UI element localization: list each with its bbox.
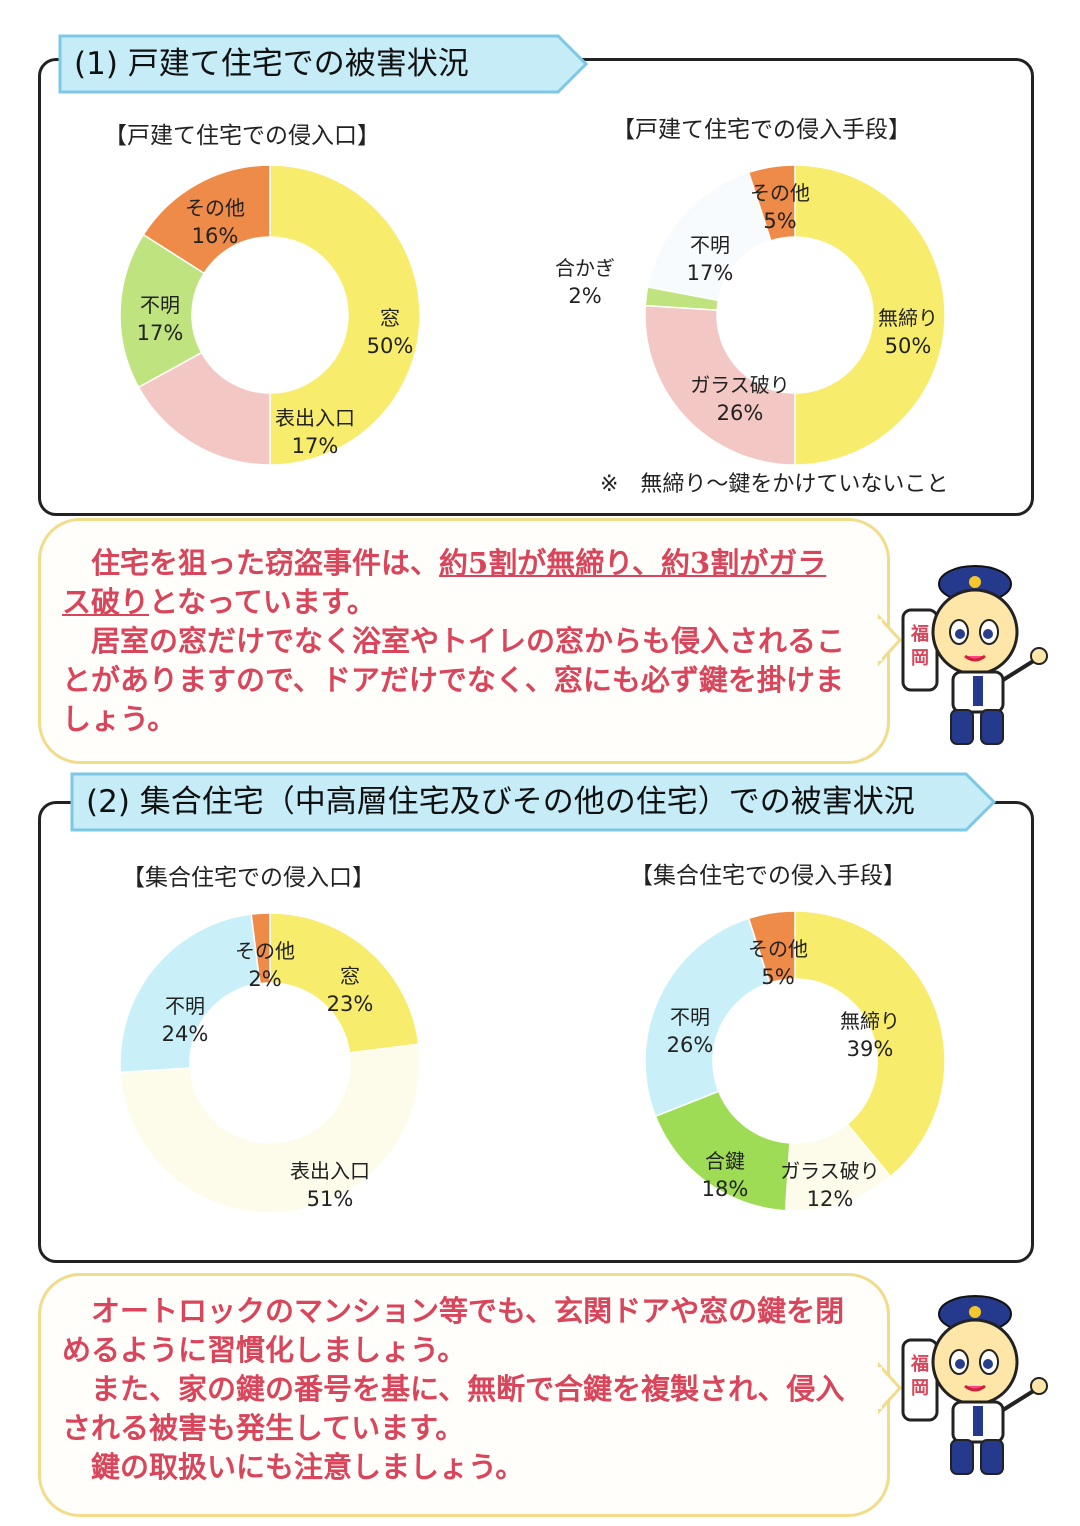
bubble-tail	[878, 613, 902, 667]
slice-name-label: その他	[235, 939, 295, 963]
mascot-sign-char-2: 岡	[911, 1378, 929, 1399]
slice-value-label: 23%	[327, 992, 374, 1016]
donut-chart-1: 窓 50% 表出入口 17% 不明 17% その他 16%	[119, 164, 421, 466]
message-2: オートロックのマンション等でも、玄関ドアや窓の鍵を閉めるように習慣化しましょう。…	[62, 1292, 858, 1487]
police-mascot-illustration: 福 岡	[901, 1295, 1048, 1475]
mascot-sign-char-2: 岡	[911, 648, 929, 669]
slice-name-label: 不明	[165, 994, 205, 1018]
slice-value-label: 16%	[192, 224, 239, 248]
slice-value-label: 50%	[885, 334, 932, 358]
police-mascot-illustration: 福 岡	[901, 565, 1048, 745]
slice-name-label: その他	[750, 181, 810, 205]
donut-chart-3: 窓 23% 表出入口 51% 不明 24% その他 2%	[119, 912, 421, 1214]
slice-value-label: 17%	[292, 434, 339, 458]
donut-slice	[250, 912, 271, 985]
slice-name-label: 不明	[670, 1005, 710, 1029]
slice-value-label: 50%	[367, 334, 414, 358]
bubble-tail	[878, 1361, 902, 1415]
slice-value-label: 26%	[667, 1033, 714, 1057]
section-2-heading: (2) 集合住宅（中高層住宅及びその他の住宅）での被害状況	[86, 784, 915, 820]
message-bubble-1	[38, 518, 890, 764]
chart-4-title: 【集合住宅での侵入手段】	[630, 863, 906, 889]
donut-slice	[747, 910, 796, 984]
section-1-heading-tab: (1) 戸建て住宅での被害状況	[58, 34, 588, 94]
slice-value-label: 12%	[807, 1187, 854, 1211]
slice-value-label: 2%	[568, 284, 601, 308]
message-bubble-2	[38, 1273, 890, 1517]
donut-slice	[794, 910, 946, 1178]
slice-value-label: 26%	[717, 401, 764, 425]
donut-slice	[269, 164, 421, 466]
heading-tab-shape	[70, 772, 996, 832]
message-2-text-1: オートロックのマンション等でも、玄関ドアや窓の鍵を閉めるように習慣化しましょう。	[62, 1294, 845, 1367]
donut-slice	[794, 164, 946, 466]
mascot-sign-char-1: 福	[910, 623, 929, 645]
chart-2-title: 【戸建て住宅での侵入手段】	[612, 117, 911, 143]
message-1-highlight: 約5割が無締り、約3割がガラス破り	[62, 546, 827, 619]
slice-name-label: 窓	[340, 964, 360, 988]
donut-slice	[119, 913, 261, 1074]
slice-value-label: 17%	[687, 261, 734, 285]
donut-slice	[269, 912, 420, 1054]
message-2-text-2: また、家の鍵の番号を基に、無断で合鍵を複製され、侵入される被害も発生しています。	[62, 1372, 845, 1445]
donut-slice	[644, 304, 796, 466]
slice-value-label: 18%	[702, 1177, 749, 1201]
donut-slice	[119, 1043, 421, 1214]
slice-name-label: 表出入口	[275, 406, 355, 430]
slice-value-label: 5%	[763, 209, 796, 233]
message-1: 住宅を狙った窃盗事件は、約5割が無締り、約3割がガラス破りとなっています。 居室…	[62, 544, 852, 739]
slice-name-label: ガラス破り	[780, 1159, 880, 1183]
slice-value-label: 5%	[761, 965, 794, 989]
slice-name-label: 不明	[140, 293, 180, 317]
message-1-text-c: となっています。	[149, 585, 376, 619]
slice-name-label: 合鍵	[705, 1149, 745, 1173]
donut-slice	[747, 164, 796, 242]
slice-name-label: 不明	[690, 233, 730, 257]
message-2-text-3: 鍵の取扱いにも注意しましょう。	[91, 1450, 525, 1484]
section-1-heading: (1) 戸建て住宅での被害状況	[74, 46, 469, 82]
slice-value-label: 17%	[137, 321, 184, 345]
chart-1-title: 【戸建て住宅での侵入口】	[104, 123, 380, 149]
slice-name-label: 表出入口	[290, 1159, 370, 1183]
message-1-text-2: 居室の窓だけでなく浴室やトイレの窓からも侵入されることがありますので、ドアだけで…	[62, 624, 846, 736]
section-2-heading-tab: (2) 集合住宅（中高層住宅及びその他の住宅）での被害状況	[70, 772, 996, 832]
donut-chart-4: 無締り 39% ガラス破り 12% 合鍵 18% 不明 26% その他 5%	[644, 910, 946, 1212]
slice-value-label: 24%	[162, 1022, 209, 1046]
slice-name-label: その他	[748, 937, 808, 961]
slice-value-label: 51%	[307, 1187, 354, 1211]
donut-slice	[644, 917, 771, 1118]
heading-tab-shape	[58, 34, 588, 94]
note-text: ※ 無締り～鍵をかけていないこと	[600, 472, 949, 497]
slice-value-label: 2%	[248, 967, 281, 991]
slice-name-label: その他	[185, 196, 245, 220]
slice-value-label: 39%	[847, 1037, 894, 1061]
message-1-text-a: 住宅を狙った窃盗事件は、	[91, 546, 440, 580]
slice-name-label: 無締り	[878, 306, 938, 330]
donut-slice	[142, 164, 271, 275]
mascot-sign-char-1: 福	[910, 1353, 929, 1375]
slice-name-label: 合かぎ	[555, 256, 615, 280]
donut-chart-2: 無締り 50% ガラス破り 26% 合かぎ 2% 不明 17% その他 5%	[555, 164, 946, 466]
slice-name-label: 無締り	[840, 1009, 900, 1033]
slice-name-label: 窓	[380, 306, 400, 330]
slice-name-label: ガラス破り	[690, 373, 790, 397]
chart-3-title: 【集合住宅での侵入口】	[122, 865, 375, 891]
